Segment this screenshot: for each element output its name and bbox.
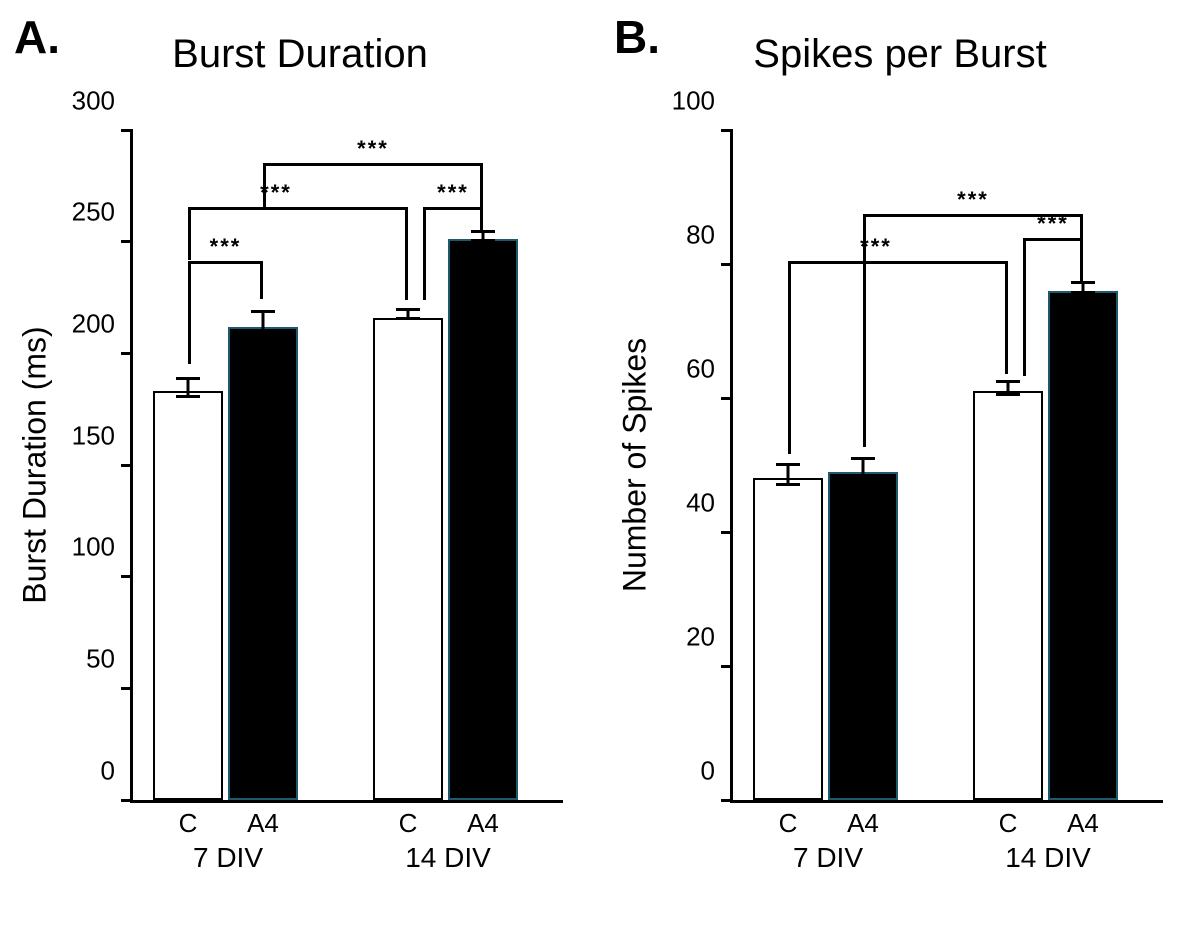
xtick-B-7A4: A4	[828, 808, 898, 839]
sig-A-4: ***	[423, 207, 483, 210]
plot-A: 0 50 100 150 200 250 300	[130, 130, 563, 803]
bar-A-7DIV-A4	[228, 327, 298, 801]
plot-B: 0 20 40 60 80 100	[730, 130, 1163, 803]
ytick-A-250: 250	[72, 197, 115, 228]
sig-A-3: ***	[263, 163, 483, 166]
xtick-A-7A4: A4	[228, 808, 298, 839]
xtick-A-7C: C	[153, 808, 223, 839]
ytick-B-40: 40	[686, 487, 715, 518]
xtick-B-7C: C	[753, 808, 823, 839]
xtick-A-14C: C	[373, 808, 443, 839]
panel-title-B: Spikes per Burst	[600, 32, 1200, 77]
bar-B-14DIV-C	[973, 391, 1043, 800]
grouplabel-B-14: 14 DIV	[983, 842, 1113, 874]
bar-A-7DIV-C	[153, 391, 223, 800]
ytick-A-50: 50	[86, 643, 115, 674]
ytick-A-0: 0	[101, 755, 115, 786]
bar-A-14DIV-A4	[448, 239, 518, 800]
panel-title-A: Burst Duration	[0, 32, 600, 77]
bar-B-14DIV-A4	[1048, 291, 1118, 800]
bar-B-7DIV-A4	[828, 472, 898, 800]
panel-A: A. Burst Duration Burst Duration (ms) 0 …	[0, 0, 600, 938]
panel-B: B. Spikes per Burst Number of Spikes 0 2…	[600, 0, 1200, 938]
ylabel-A: Burst Duration (ms)	[17, 326, 54, 603]
ytick-A-200: 200	[72, 308, 115, 339]
xtick-B-14C: C	[973, 808, 1043, 839]
sig-A-1: ***	[188, 261, 263, 264]
sig-A-2: ***	[188, 207, 408, 210]
grouplabel-A-7: 7 DIV	[173, 842, 283, 874]
sig-B-1: ***	[788, 261, 1008, 264]
grouplabel-A-14: 14 DIV	[383, 842, 513, 874]
ytick-A-300: 300	[72, 85, 115, 116]
ytick-B-60: 60	[686, 353, 715, 384]
xtick-B-14A4: A4	[1048, 808, 1118, 839]
xtick-A-14A4: A4	[448, 808, 518, 839]
ytick-B-80: 80	[686, 219, 715, 250]
ytick-A-100: 100	[72, 532, 115, 563]
bar-A-14DIV-C	[373, 318, 443, 800]
sig-B-3: ***	[1023, 238, 1083, 241]
figure: A. Burst Duration Burst Duration (ms) 0 …	[0, 0, 1200, 938]
ytick-B-0: 0	[701, 755, 715, 786]
ytick-B-20: 20	[686, 621, 715, 652]
bar-B-7DIV-C	[753, 478, 823, 800]
ytick-B-100: 100	[672, 85, 715, 116]
grouplabel-B-7: 7 DIV	[773, 842, 883, 874]
ylabel-B: Number of Spikes	[617, 338, 654, 592]
ytick-A-150: 150	[72, 420, 115, 451]
